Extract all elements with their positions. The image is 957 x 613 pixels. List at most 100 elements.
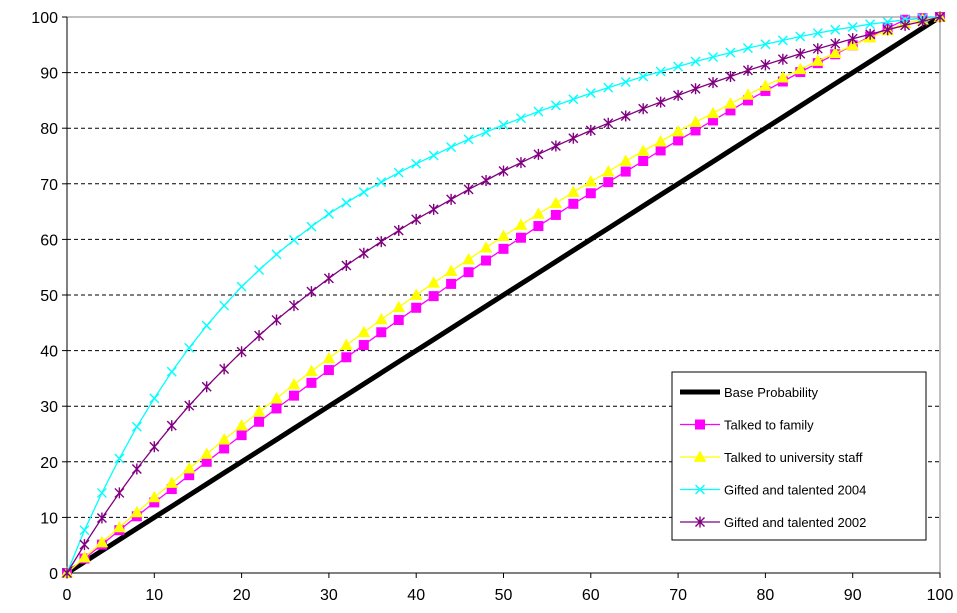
data-point bbox=[778, 54, 787, 65]
data-point bbox=[516, 114, 525, 123]
y-tick-label: 10 bbox=[40, 510, 58, 527]
data-point bbox=[551, 140, 560, 151]
data-point bbox=[307, 378, 316, 387]
data-point bbox=[447, 279, 456, 288]
data-point bbox=[376, 314, 387, 324]
data-point bbox=[429, 151, 438, 160]
x-tick-label: 20 bbox=[233, 587, 251, 604]
data-point bbox=[185, 400, 194, 411]
data-point bbox=[603, 166, 614, 176]
data-point bbox=[796, 48, 805, 59]
y-tick-label: 50 bbox=[40, 288, 58, 305]
data-point bbox=[463, 254, 474, 264]
x-tick-label: 80 bbox=[757, 587, 775, 604]
data-point bbox=[80, 539, 89, 550]
data-point bbox=[342, 260, 351, 271]
data-point bbox=[393, 302, 404, 312]
data-point bbox=[482, 175, 491, 186]
data-point bbox=[726, 71, 735, 82]
x-tick-label: 0 bbox=[63, 587, 72, 604]
data-point bbox=[272, 404, 281, 413]
y-tick-label: 20 bbox=[40, 455, 58, 472]
y-tick-label: 0 bbox=[49, 566, 58, 583]
data-point bbox=[219, 434, 230, 444]
data-point bbox=[813, 43, 822, 54]
data-point bbox=[150, 394, 159, 403]
x-tick-label: 50 bbox=[495, 587, 513, 604]
data-point bbox=[324, 366, 333, 375]
data-point bbox=[656, 67, 665, 76]
data-point bbox=[237, 282, 246, 291]
legend-label: Gifted and talented 2002 bbox=[724, 515, 866, 530]
data-point bbox=[428, 277, 439, 287]
data-point bbox=[674, 136, 683, 145]
data-point bbox=[237, 346, 246, 357]
data-point bbox=[516, 157, 525, 168]
legend-label: Talked to university staff bbox=[724, 450, 863, 465]
data-point bbox=[306, 366, 317, 376]
y-tick-label: 80 bbox=[40, 121, 58, 138]
data-point bbox=[620, 156, 631, 166]
data-point bbox=[709, 53, 718, 62]
data-point bbox=[220, 363, 229, 374]
y-tick-label: 100 bbox=[31, 10, 58, 27]
data-point bbox=[604, 83, 613, 92]
y-tick-label: 30 bbox=[40, 399, 58, 416]
data-point bbox=[499, 166, 508, 177]
data-point bbox=[586, 189, 595, 198]
data-point bbox=[569, 133, 578, 144]
data-point bbox=[656, 97, 665, 108]
data-point bbox=[288, 379, 299, 389]
data-point bbox=[709, 77, 718, 88]
data-point bbox=[760, 80, 771, 90]
data-point bbox=[534, 107, 543, 116]
data-point bbox=[255, 417, 264, 426]
data-point bbox=[307, 222, 316, 231]
data-point bbox=[323, 353, 334, 363]
y-tick-label: 60 bbox=[40, 232, 58, 249]
data-point bbox=[551, 210, 560, 219]
data-point bbox=[550, 198, 561, 208]
data-point bbox=[202, 321, 211, 330]
data-point bbox=[220, 444, 229, 453]
data-point bbox=[691, 83, 700, 94]
data-point bbox=[289, 300, 298, 311]
data-point bbox=[551, 101, 560, 110]
x-tick-label: 100 bbox=[927, 587, 954, 604]
data-point bbox=[638, 145, 649, 155]
data-point bbox=[132, 422, 141, 431]
data-point bbox=[656, 146, 665, 155]
data-point bbox=[848, 33, 857, 44]
data-point bbox=[464, 268, 473, 277]
data-point bbox=[708, 108, 719, 118]
data-point bbox=[568, 187, 579, 197]
data-point bbox=[464, 135, 473, 144]
data-point bbox=[673, 126, 684, 136]
data-point bbox=[115, 487, 124, 498]
data-point bbox=[80, 526, 89, 535]
data-point bbox=[237, 431, 246, 440]
data-point bbox=[569, 199, 578, 208]
data-point bbox=[761, 59, 770, 70]
data-point bbox=[394, 225, 403, 236]
data-point bbox=[412, 214, 421, 225]
data-point bbox=[411, 290, 422, 300]
data-point bbox=[202, 381, 211, 392]
data-point bbox=[674, 62, 683, 71]
data-point bbox=[289, 391, 298, 400]
data-point bbox=[289, 235, 298, 244]
data-point bbox=[674, 90, 683, 101]
data-point bbox=[447, 143, 456, 152]
data-point bbox=[254, 406, 265, 416]
x-tick-label: 90 bbox=[844, 587, 862, 604]
data-point bbox=[621, 110, 630, 121]
data-point bbox=[569, 95, 578, 104]
data-point bbox=[150, 441, 159, 452]
data-point bbox=[167, 367, 176, 376]
y-tick-label: 40 bbox=[40, 344, 58, 361]
data-point bbox=[377, 178, 386, 187]
data-point bbox=[499, 244, 508, 253]
data-point bbox=[743, 65, 752, 76]
